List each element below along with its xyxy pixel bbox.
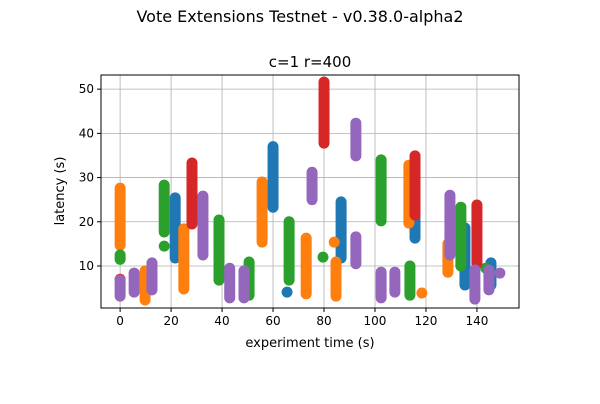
- data-marks: [114, 76, 506, 306]
- series-1: [114, 159, 454, 306]
- x-tick-label: 20: [163, 314, 178, 328]
- axes-frame: [100, 74, 520, 309]
- x-tick-label: 120: [415, 314, 438, 328]
- y-tick-label: 50: [79, 82, 94, 96]
- x-tick-label: 0: [116, 314, 124, 328]
- y-tick-label: 20: [79, 215, 94, 229]
- y-tick-label: 30: [79, 171, 94, 185]
- x-tick-label: 60: [265, 314, 280, 328]
- chart-title: c=1 r=400: [269, 53, 352, 71]
- suptitle: Vote Extensions Testnet - v0.38.0-alpha2: [136, 7, 463, 26]
- x-tick-label: 80: [316, 314, 331, 328]
- series-4: [114, 117, 506, 305]
- x-tick-label: 140: [465, 314, 488, 328]
- x-tick-label: 40: [214, 314, 229, 328]
- y-axis-label: latency (s): [53, 157, 68, 226]
- y-tick-label: 10: [79, 259, 94, 273]
- y-tick-label: 40: [79, 126, 94, 140]
- x-tick-label: 100: [364, 314, 387, 328]
- ticks: 0 20 40 60 80 100 120 140 10 20 30 40 50: [79, 82, 489, 328]
- x-axis-label: experiment time (s): [245, 336, 374, 351]
